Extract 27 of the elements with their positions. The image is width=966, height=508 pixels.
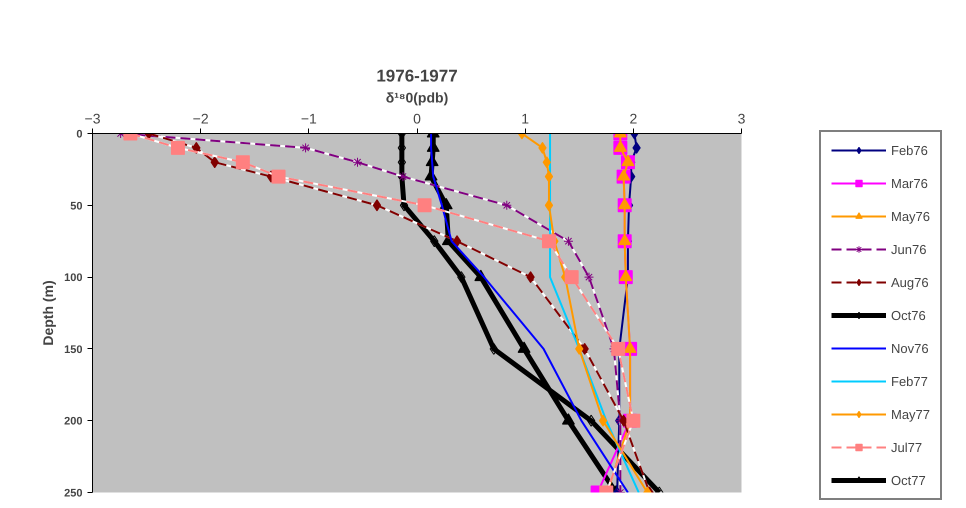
legend-label: Jul77 <box>891 440 922 454</box>
legend-label: Aug76 <box>891 274 929 290</box>
legend-label: Oct77 <box>891 472 926 488</box>
x-tick-label: −3 <box>84 110 101 126</box>
y-tick-label: 200 <box>64 416 83 428</box>
legend-label: May77 <box>891 406 930 422</box>
legend-label: Mar76 <box>891 176 928 190</box>
y-tick-label: 250 <box>64 488 83 500</box>
y-axis-title: Depth (m) <box>40 280 56 346</box>
x-axis-title: δ¹⁸0(pdb) <box>386 90 448 106</box>
x-tick-label: −1 <box>300 110 318 126</box>
x-tick-label: −2 <box>192 110 209 126</box>
legend-label: Nov76 <box>891 340 929 356</box>
legend-label: Feb77 <box>891 374 928 388</box>
y-tick-label: 100 <box>64 272 83 284</box>
y-tick-label: 50 <box>70 200 83 212</box>
x-tick-label: 0 <box>413 110 422 126</box>
legend-label: Feb76 <box>891 142 928 158</box>
x-tick-label: 3 <box>738 110 746 126</box>
legend-label: Jun76 <box>891 242 926 256</box>
legend-label: Oct76 <box>891 308 926 322</box>
y-tick-label: 150 <box>64 344 83 356</box>
y-tick-label: 0 <box>76 128 83 140</box>
x-tick-label: 1 <box>521 110 530 126</box>
x-tick-label: 2 <box>629 110 638 126</box>
chart-title: 1976-1977 <box>376 66 458 86</box>
legend-label: May76 <box>891 208 930 224</box>
